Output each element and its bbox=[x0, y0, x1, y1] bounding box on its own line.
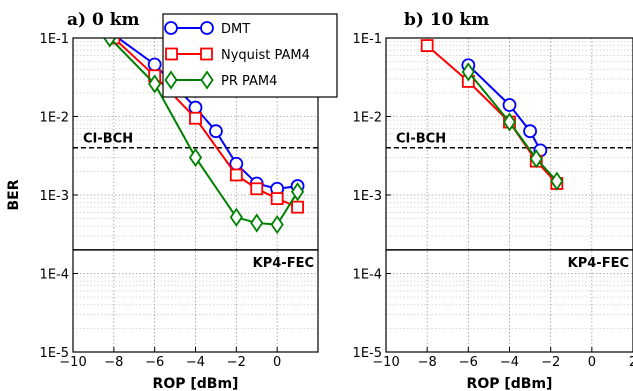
legend-entry: PR PAM4 bbox=[221, 74, 277, 89]
legend-marker bbox=[164, 70, 178, 90]
series-nyquist-pam4 bbox=[420, 39, 564, 190]
y-tick-label: 1E-2 bbox=[353, 111, 382, 126]
x-tick-label: 0 bbox=[273, 355, 281, 370]
legend-marker bbox=[200, 21, 214, 35]
data-point bbox=[250, 182, 264, 196]
x-tick-label: −6 bbox=[459, 355, 478, 370]
ci-bch-label: CI-BCH bbox=[396, 132, 446, 147]
data-point bbox=[270, 214, 284, 235]
data-point bbox=[188, 147, 203, 168]
data-series bbox=[103, 38, 305, 235]
data-point bbox=[420, 39, 434, 53]
grid bbox=[386, 38, 633, 352]
legend-marker bbox=[164, 21, 178, 35]
legend-marker bbox=[200, 70, 214, 90]
x-axis-label: ROP [dBm] bbox=[153, 376, 239, 391]
data-point bbox=[529, 149, 543, 169]
data-point bbox=[103, 38, 117, 48]
x-tick-label: −10 bbox=[59, 355, 86, 370]
data-point bbox=[502, 112, 517, 132]
data-series bbox=[420, 39, 564, 191]
data-point bbox=[270, 192, 284, 205]
y-tick-label: 1E-3 bbox=[40, 189, 69, 204]
data-point bbox=[229, 207, 243, 227]
kp4-fec-label: KP4-FEC bbox=[253, 256, 314, 271]
x-tick-label: −4 bbox=[500, 355, 519, 370]
series-line bbox=[467, 64, 542, 151]
x-tick-label: −2 bbox=[227, 355, 246, 370]
y-tick-label: 1E-5 bbox=[40, 346, 69, 361]
legend-entry: DMT bbox=[221, 22, 250, 37]
data-point bbox=[461, 62, 475, 82]
legend-marker bbox=[200, 47, 213, 61]
x-axis-label: ROP [dBm] bbox=[467, 376, 553, 391]
legend: DMT Nyquist PAM4 PR PAM4 bbox=[162, 13, 338, 98]
ci-bch-label: CI-BCH bbox=[83, 132, 133, 147]
series-pr-pam4 bbox=[461, 62, 564, 191]
data-point bbox=[229, 168, 243, 182]
data-point bbox=[189, 111, 202, 125]
y-tick-label: 1E-4 bbox=[40, 268, 69, 283]
data-point bbox=[148, 74, 162, 94]
y-tick-label: 1E-1 bbox=[353, 32, 382, 47]
y-tick-label: 1E-1 bbox=[40, 32, 69, 47]
x-tick-label: −10 bbox=[372, 355, 399, 370]
x-tick-label: −8 bbox=[104, 355, 123, 370]
data-point bbox=[147, 57, 162, 72]
y-tick-label: 1E-2 bbox=[40, 111, 69, 126]
y-tick-label: 1E-3 bbox=[353, 189, 382, 204]
x-tick-label: −4 bbox=[186, 355, 205, 370]
y-tick-label: 1E-5 bbox=[353, 346, 382, 361]
x-tick-label: −8 bbox=[418, 355, 437, 370]
data-point bbox=[250, 213, 264, 233]
panel-title: a) 0 km bbox=[67, 10, 140, 30]
data-point bbox=[290, 182, 305, 202]
legend-marker bbox=[165, 47, 178, 61]
panel-0km: 1E-5 1E-4 1E-3 1E-2 1E-1 −10 −8 −6 −4 −2 0 CI-BCH KP… bbox=[6, 10, 319, 391]
series-pr-pam4 bbox=[103, 38, 305, 235]
panel-title: b) 10 km bbox=[404, 10, 489, 30]
data-point bbox=[550, 171, 564, 191]
data-point bbox=[523, 124, 537, 139]
x-tick-label: −6 bbox=[145, 355, 164, 370]
kp4-fec-label: KP4-FEC bbox=[568, 256, 629, 271]
y-axis-label: BER bbox=[6, 179, 22, 210]
data-point bbox=[502, 98, 517, 112]
data-point bbox=[291, 200, 304, 214]
data-point bbox=[188, 100, 203, 115]
x-tick-label: 2 bbox=[629, 355, 633, 370]
panel-10km: 1E-5 1E-4 1E-3 1E-2 1E-1 −10 −8 −6 −4 −2 0 2 CI-BCH K… bbox=[353, 10, 633, 391]
x-tick-label: 0 bbox=[588, 355, 596, 370]
plot-frame bbox=[385, 37, 633, 353]
legend-entry: Nyquist PAM4 bbox=[221, 48, 310, 63]
x-tick-label: −2 bbox=[541, 355, 560, 370]
series-line bbox=[467, 71, 558, 182]
y-tick-label: 1E-4 bbox=[353, 268, 382, 283]
data-point bbox=[209, 124, 223, 139]
series-dmt bbox=[461, 58, 548, 158]
